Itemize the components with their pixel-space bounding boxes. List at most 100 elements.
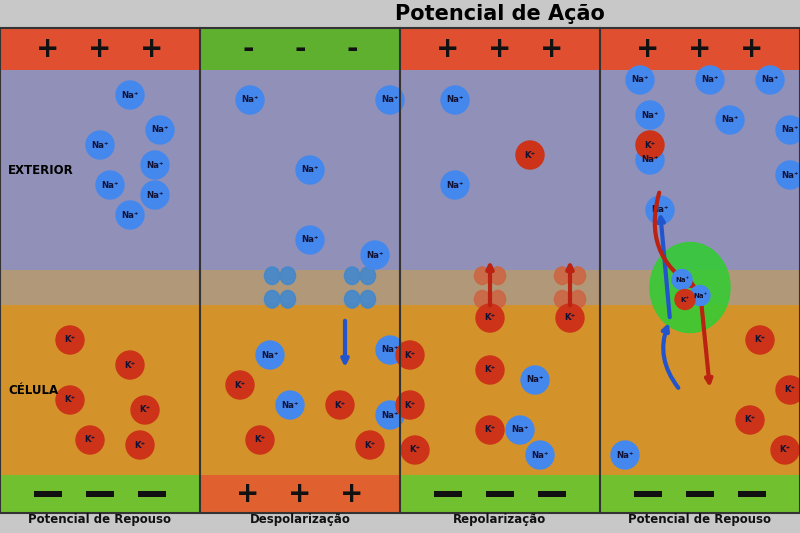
Ellipse shape <box>360 267 375 285</box>
Circle shape <box>116 201 144 229</box>
Circle shape <box>146 116 174 144</box>
Bar <box>0 270 200 305</box>
Circle shape <box>116 81 144 109</box>
Circle shape <box>126 431 154 459</box>
Circle shape <box>736 406 764 434</box>
Text: K⁺: K⁺ <box>784 385 796 394</box>
Circle shape <box>116 351 144 379</box>
Circle shape <box>441 86 469 114</box>
Text: Na⁺: Na⁺ <box>782 171 798 180</box>
Text: Na⁺: Na⁺ <box>382 95 398 104</box>
Circle shape <box>506 416 534 444</box>
Bar <box>0 475 200 513</box>
Text: Na⁺: Na⁺ <box>651 206 669 214</box>
Text: Na⁺: Na⁺ <box>675 277 689 282</box>
Text: Na⁺: Na⁺ <box>511 425 529 434</box>
Text: K⁺: K⁺ <box>334 400 346 409</box>
Text: Potencial de Repouso: Potencial de Repouso <box>29 513 171 527</box>
Text: +: + <box>688 35 712 63</box>
Text: -: - <box>242 35 254 63</box>
Text: -: - <box>294 35 306 63</box>
Circle shape <box>672 270 692 289</box>
Text: +: + <box>740 35 764 63</box>
Text: -: - <box>346 35 358 63</box>
Circle shape <box>396 391 424 419</box>
Circle shape <box>141 151 169 179</box>
Text: Na⁺: Na⁺ <box>366 251 384 260</box>
Text: K⁺: K⁺ <box>754 335 766 344</box>
Bar <box>400 28 600 70</box>
Text: K⁺: K⁺ <box>404 400 416 409</box>
Circle shape <box>396 341 424 369</box>
Text: CÉLULA: CÉLULA <box>8 384 58 397</box>
Bar <box>600 70 800 270</box>
Bar <box>200 28 400 70</box>
Circle shape <box>56 386 84 414</box>
Text: K⁺: K⁺ <box>410 446 421 455</box>
Ellipse shape <box>570 267 586 285</box>
Text: Na⁺: Na⁺ <box>302 166 318 174</box>
Circle shape <box>296 156 324 184</box>
Bar <box>400 475 600 513</box>
Bar <box>200 270 400 305</box>
Bar <box>0 28 200 70</box>
Circle shape <box>376 336 404 364</box>
Circle shape <box>361 241 389 269</box>
Circle shape <box>376 401 404 429</box>
Circle shape <box>131 396 159 424</box>
Circle shape <box>776 116 800 144</box>
Ellipse shape <box>280 267 295 285</box>
Bar <box>600 305 800 475</box>
Circle shape <box>696 66 724 94</box>
Circle shape <box>376 86 404 114</box>
Bar <box>600 270 800 305</box>
Text: Na⁺: Na⁺ <box>642 110 658 119</box>
Text: K⁺: K⁺ <box>134 440 146 449</box>
Circle shape <box>441 171 469 199</box>
Text: Na⁺: Na⁺ <box>382 345 398 354</box>
Text: Na⁺: Na⁺ <box>616 450 634 459</box>
Text: EXTERIOR: EXTERIOR <box>8 164 74 176</box>
Text: Na⁺: Na⁺ <box>762 76 778 85</box>
Ellipse shape <box>490 267 506 285</box>
Text: K⁺: K⁺ <box>404 351 416 359</box>
Text: K⁺: K⁺ <box>744 416 756 424</box>
Text: Na⁺: Na⁺ <box>693 293 707 298</box>
Bar <box>400 70 600 270</box>
Text: +: + <box>288 480 312 508</box>
Text: K⁺: K⁺ <box>484 366 496 375</box>
Text: K⁺: K⁺ <box>364 440 376 449</box>
Circle shape <box>690 286 710 305</box>
Circle shape <box>716 106 744 134</box>
Text: Potencial de Repouso: Potencial de Repouso <box>629 513 771 527</box>
Text: K⁺: K⁺ <box>64 395 76 405</box>
Bar <box>200 305 400 475</box>
Circle shape <box>556 304 584 332</box>
Text: Na⁺: Na⁺ <box>446 181 464 190</box>
Text: K⁺: K⁺ <box>64 335 76 344</box>
Circle shape <box>236 86 264 114</box>
Text: Na⁺: Na⁺ <box>151 125 169 134</box>
Text: +: + <box>436 35 460 63</box>
Text: Na⁺: Na⁺ <box>382 410 398 419</box>
Bar <box>0 70 200 270</box>
Text: Na⁺: Na⁺ <box>122 91 138 100</box>
Text: K⁺: K⁺ <box>484 425 496 434</box>
Circle shape <box>611 441 639 469</box>
Ellipse shape <box>345 267 360 285</box>
Ellipse shape <box>570 290 586 308</box>
Text: K⁺: K⁺ <box>564 313 576 322</box>
Circle shape <box>476 304 504 332</box>
Text: Potencial de Ação: Potencial de Ação <box>395 4 605 24</box>
Text: K⁺: K⁺ <box>124 360 136 369</box>
Text: Na⁺: Na⁺ <box>262 351 278 359</box>
Circle shape <box>296 226 324 254</box>
Ellipse shape <box>265 267 280 285</box>
Bar <box>200 70 400 270</box>
Text: Na⁺: Na⁺ <box>631 76 649 85</box>
Text: Na⁺: Na⁺ <box>91 141 109 149</box>
Text: K⁺: K⁺ <box>84 435 96 445</box>
Bar <box>434 491 462 497</box>
Circle shape <box>86 131 114 159</box>
Bar <box>400 270 600 305</box>
